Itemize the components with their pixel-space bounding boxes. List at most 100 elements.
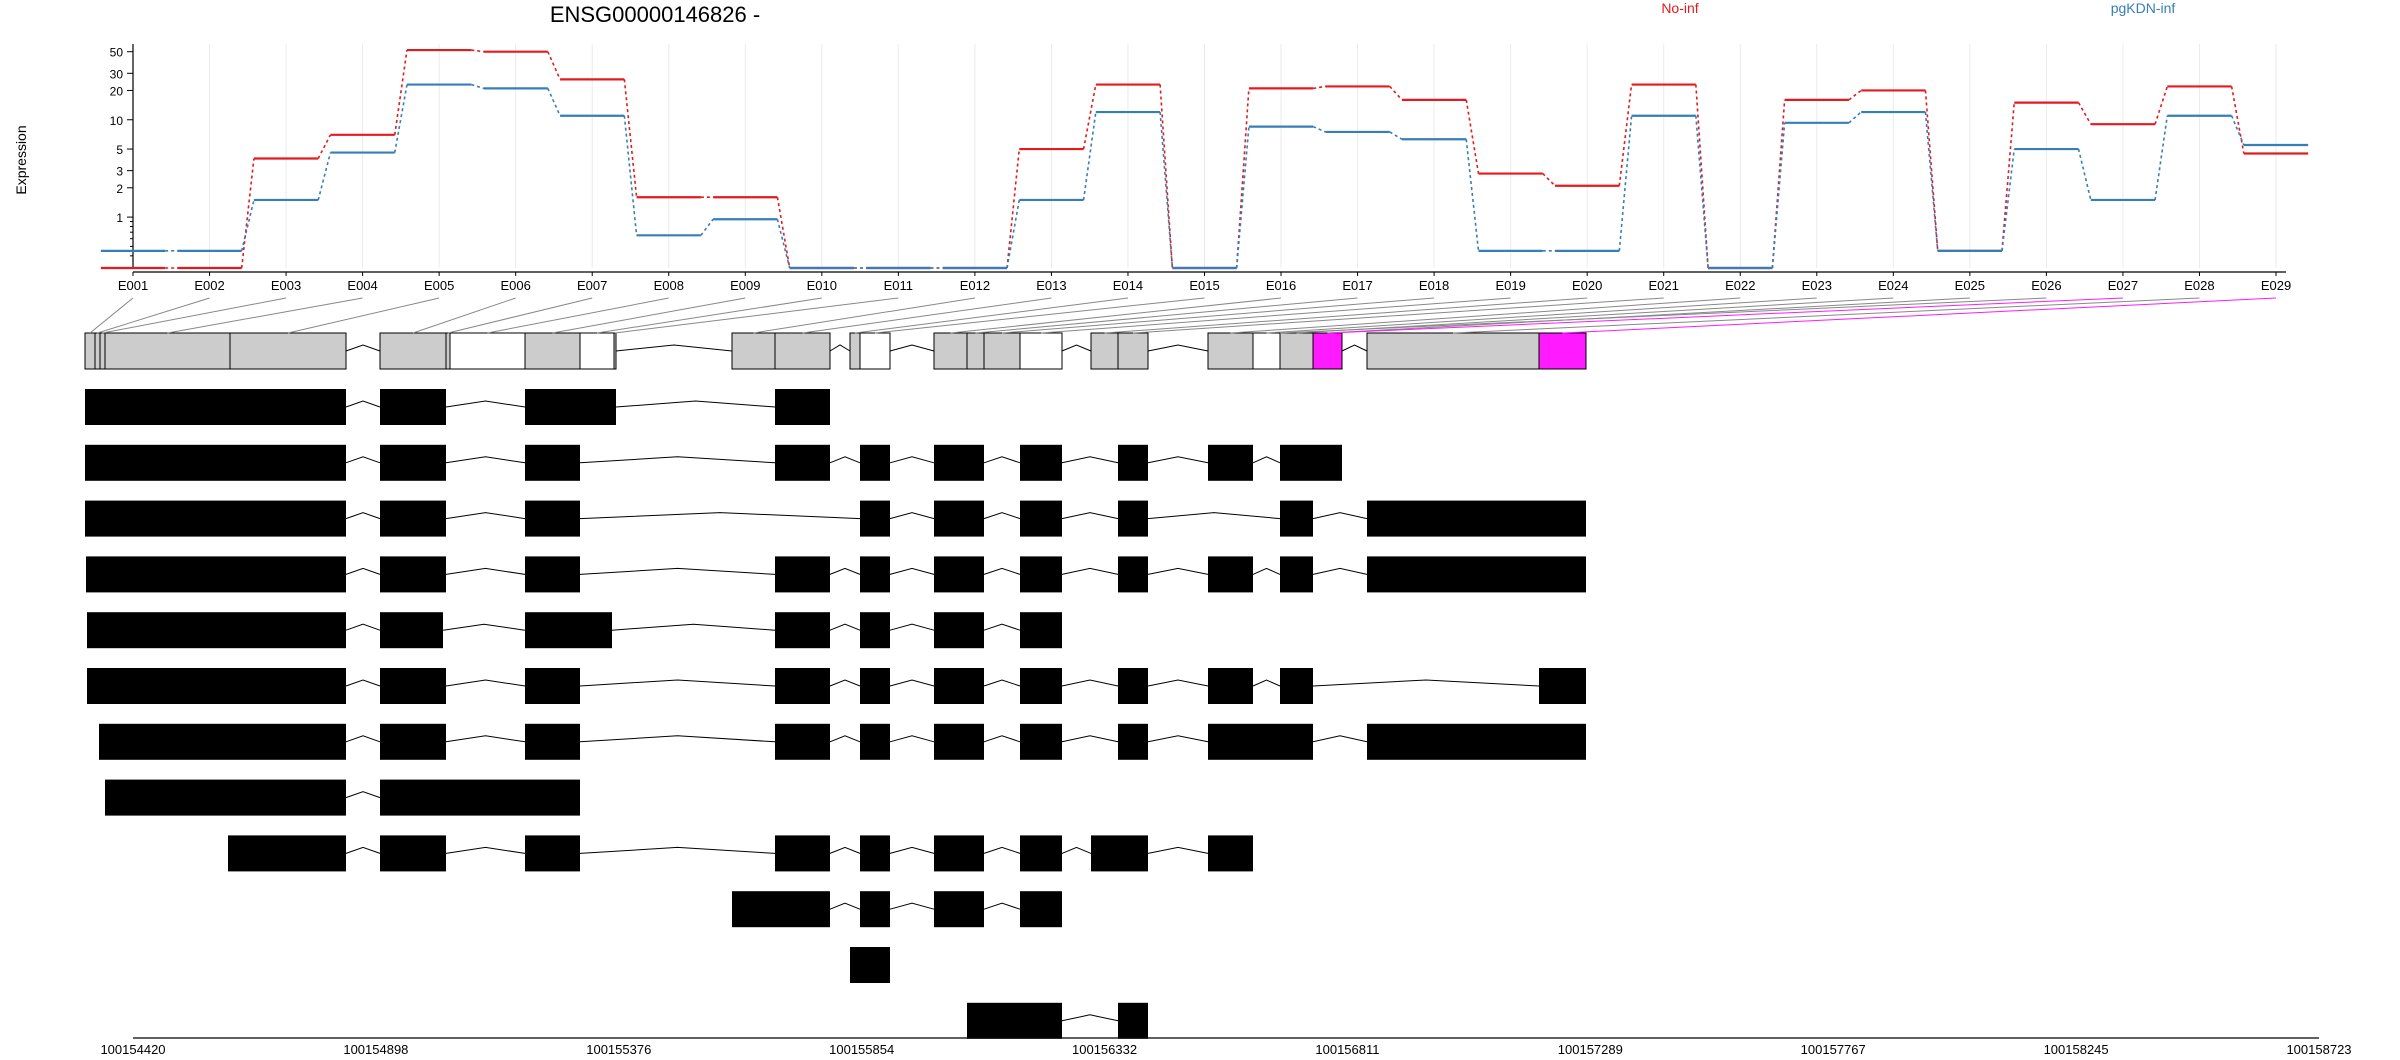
exon-connector bbox=[874, 297, 1205, 334]
series-connector bbox=[240, 199, 255, 252]
genomic-tick-label: 100156811 bbox=[1315, 1042, 1379, 1057]
transcript-exon bbox=[380, 556, 446, 593]
series-connector bbox=[2077, 148, 2092, 201]
transcript-5 bbox=[87, 612, 1062, 649]
gene-exon bbox=[849, 332, 861, 370]
transcript-exon bbox=[775, 389, 830, 425]
exon-connector bbox=[1562, 297, 2277, 334]
transcript-exon bbox=[934, 612, 984, 649]
transcript-exon bbox=[1020, 500, 1062, 537]
intron-line bbox=[345, 512, 381, 520]
transcript-exon bbox=[860, 891, 890, 928]
intron-line bbox=[889, 567, 935, 575]
gene-exon bbox=[933, 332, 968, 370]
exon-connector bbox=[753, 297, 975, 334]
y-tick-label: 10 bbox=[110, 114, 124, 128]
series-connector bbox=[2230, 115, 2245, 146]
exon-label: E021 bbox=[1649, 278, 1679, 293]
exon-label: E005 bbox=[424, 278, 454, 293]
transcripts bbox=[85, 389, 1586, 1039]
intron-line bbox=[829, 456, 861, 464]
transcript-exon bbox=[1118, 723, 1148, 760]
series-connector bbox=[1082, 84, 1097, 150]
transcript-exon bbox=[860, 500, 890, 537]
transcript-exon bbox=[525, 668, 580, 704]
intron-line bbox=[829, 679, 861, 687]
transcript-11 bbox=[850, 947, 890, 983]
gene-model bbox=[84, 332, 1587, 370]
gene-exon bbox=[104, 332, 231, 370]
series-connector bbox=[1695, 84, 1709, 269]
intron-line bbox=[829, 902, 861, 910]
exon-label: E022 bbox=[1725, 278, 1755, 293]
transcript-exon bbox=[934, 668, 984, 704]
genomic-tick-label: 100154898 bbox=[343, 1042, 408, 1057]
series-connector bbox=[776, 197, 791, 269]
exon-label: E011 bbox=[884, 278, 913, 293]
series-connector bbox=[2154, 86, 2169, 125]
intron-line bbox=[829, 567, 861, 575]
series-connector bbox=[1006, 148, 1021, 269]
series-connector bbox=[1542, 173, 1556, 187]
transcript-exon bbox=[1020, 723, 1062, 760]
exon-label: E012 bbox=[960, 278, 990, 293]
exon-connector bbox=[97, 297, 210, 334]
intron-line bbox=[889, 735, 935, 743]
transcript-exon bbox=[1020, 612, 1062, 649]
transcript-exon bbox=[934, 500, 984, 537]
transcript-exon bbox=[380, 389, 446, 425]
intron-line bbox=[1061, 567, 1119, 575]
intron-line bbox=[579, 567, 776, 575]
intron-line bbox=[345, 623, 381, 631]
intron-line bbox=[1147, 512, 1281, 520]
exon-label: E003 bbox=[271, 278, 301, 293]
series-connector bbox=[1313, 85, 1326, 90]
intron-line bbox=[889, 456, 935, 464]
intron-line bbox=[445, 735, 526, 743]
gene-exon bbox=[731, 332, 776, 370]
transcript-exon bbox=[934, 556, 984, 593]
series-lines bbox=[100, 48, 2309, 270]
series-connector bbox=[1312, 125, 1326, 133]
gene-exon bbox=[84, 332, 96, 370]
intron-line bbox=[889, 679, 935, 687]
series-connector bbox=[1389, 131, 1403, 140]
transcript-exon bbox=[732, 891, 830, 928]
series-connector bbox=[393, 84, 408, 153]
exon-connector bbox=[412, 297, 516, 334]
intron-line bbox=[1312, 512, 1368, 520]
exon-label: E001 bbox=[118, 278, 148, 293]
intron-line bbox=[445, 512, 526, 520]
intron-line bbox=[445, 846, 526, 854]
transcript-exon bbox=[775, 723, 830, 760]
transcript-exon bbox=[1208, 668, 1253, 704]
transcript-exon bbox=[85, 444, 346, 481]
transcript-exon bbox=[86, 556, 346, 593]
intron-line bbox=[345, 456, 381, 464]
intron-line bbox=[579, 512, 861, 520]
series-connector bbox=[1465, 99, 1480, 174]
intron-line bbox=[1312, 679, 1540, 687]
series-connector bbox=[1159, 111, 1174, 269]
intron-line bbox=[445, 679, 526, 687]
transcript-exon bbox=[1020, 835, 1062, 872]
transcript-exon bbox=[1118, 668, 1148, 704]
series-connector bbox=[1082, 111, 1097, 201]
transcript-exon bbox=[99, 723, 346, 760]
exon-connector bbox=[447, 297, 593, 334]
exon-connector bbox=[975, 297, 1358, 334]
chart-title: ENSG00000146826 - bbox=[550, 2, 760, 27]
exon-label: E014 bbox=[1113, 278, 1143, 293]
transcript-exon bbox=[525, 444, 580, 481]
exon-connector bbox=[1132, 297, 1664, 334]
series-connector bbox=[1771, 99, 1786, 269]
grid bbox=[132, 44, 2277, 268]
transcript-exon bbox=[860, 444, 890, 481]
transcript-exon bbox=[775, 444, 830, 481]
intron-line bbox=[889, 846, 935, 854]
y-tick-label: 2 bbox=[116, 182, 123, 196]
transcript-exon bbox=[934, 891, 984, 928]
gene-exon bbox=[1117, 332, 1149, 370]
series-connector bbox=[1771, 122, 1786, 269]
intron-line bbox=[983, 512, 1021, 520]
